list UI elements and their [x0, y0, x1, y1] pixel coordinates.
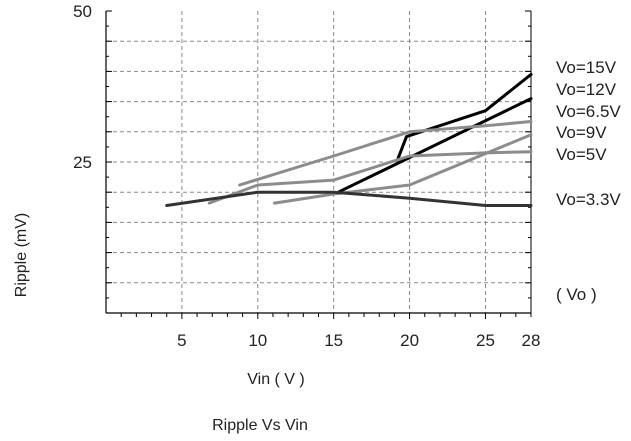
series-line	[273, 133, 533, 205]
series-label: Vo=5V	[556, 145, 607, 164]
x-tick-label: 28	[522, 331, 541, 350]
y-tick-label: 25	[73, 153, 92, 172]
series-line	[238, 120, 533, 187]
x-tick-label: 25	[476, 331, 495, 350]
chart-axes	[105, 10, 532, 319]
x-tick-label: 5	[177, 331, 186, 350]
legend-title: ( Vo )	[556, 285, 597, 304]
tick-labels: 5 10 15 20 25 28 25 50	[73, 2, 540, 350]
series-line	[336, 97, 533, 194]
series-label: Vo=3.3V	[556, 190, 621, 209]
series-lines	[165, 72, 533, 207]
x-tick-label: 20	[400, 331, 419, 350]
series-label: Vo=15V	[556, 58, 617, 77]
y-axis-title: Ripple (mV)	[13, 213, 30, 297]
series-line	[207, 150, 533, 205]
y-tick-label: 50	[73, 2, 92, 21]
x-tick-label: 15	[324, 331, 343, 350]
series-labels: Vo=15V Vo=12V Vo=6.5V Vo=9V Vo=5V Vo=3.3V	[556, 58, 621, 209]
series-line	[165, 190, 533, 207]
series-label: Vo=9V	[556, 123, 607, 142]
series-label: Vo=6.5V	[556, 102, 621, 121]
x-tick-label: 10	[248, 331, 267, 350]
series-line	[395, 72, 533, 162]
chart-title: Ripple Vs Vin	[212, 417, 308, 434]
x-axis-title: Vin ( V )	[247, 371, 305, 388]
series-label: Vo=12V	[556, 80, 617, 99]
